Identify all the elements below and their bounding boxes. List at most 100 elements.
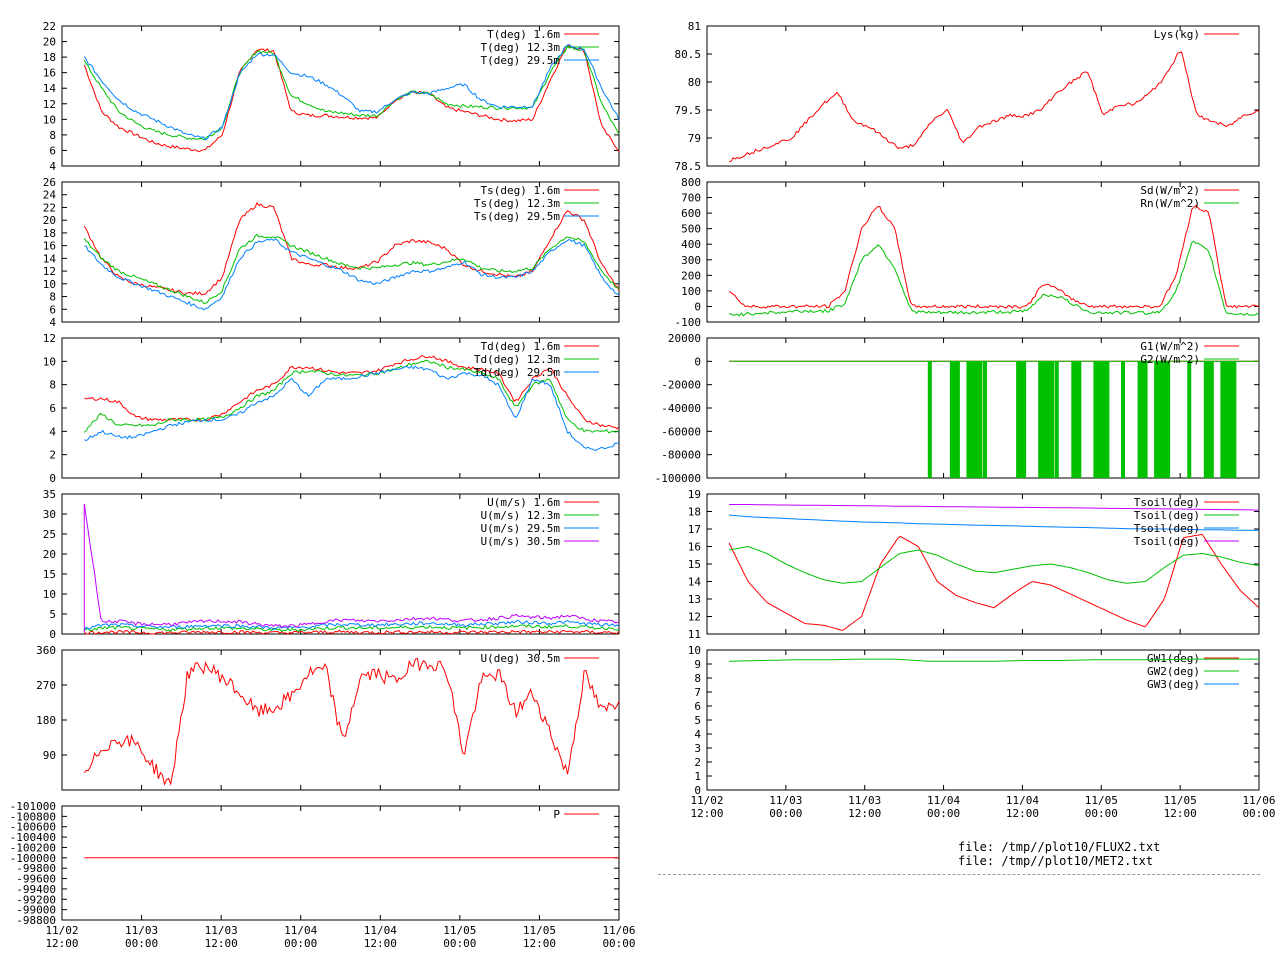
x-tick-time-pressure-3: 00:00 [284,937,317,950]
y-tick-label-air-temperature-0: 4 [49,160,56,173]
series-line-soil-temperature-1 [729,546,1260,584]
x-tick-time-pressure-2: 12:00 [205,937,238,950]
plot-frame-sonic-temperature [61,181,620,323]
series-line-radiation-0 [728,204,1259,309]
x-tick-time-groundwater-4: 12:00 [1006,807,1039,820]
y-tick-label-radiation-5: 400 [681,238,701,251]
series-line-radiation-1 [728,240,1260,317]
y-tick-label-radiation-2: 100 [681,285,701,298]
y-tick-label-pressure-11: -98800 [16,914,56,927]
y-tick-label-soil-temperature-6: 17 [688,523,701,536]
spike-band-ground-heat-flux-13 [1203,361,1214,478]
legend-label-soil-temperature-1: Tsoil(deg) [1134,509,1200,522]
series-line-air-temperature-2 [83,44,620,141]
y-tick-label-ground-heat-flux-3: -40000 [661,402,701,415]
legend-label-ground-heat-flux-1: G2(W/m^2) [1140,353,1200,366]
y-tick-label-wind-speed-5: 25 [43,528,56,541]
y-tick-label-ground-heat-flux-5: 0 [694,355,701,368]
y-tick-label-wind-speed-4: 20 [43,548,56,561]
y-tick-label-dew-point-5: 10 [43,355,56,368]
legend-label-pressure-0: P [553,808,560,821]
x-tick-time-pressure-7: 00:00 [602,937,635,950]
y-tick-label-air-temperature-2: 8 [49,129,56,142]
y-tick-label-radiation-1: 0 [694,300,701,313]
x-tick-date-pressure-5: 11/05 [443,924,476,937]
x-tick-date-groundwater-6: 11/05 [1164,794,1197,807]
series-line-sonic-temperature-2 [84,237,620,311]
y-tick-label-soil-temperature-5: 16 [688,541,701,554]
y-tick-label-radiation-7: 600 [681,207,701,220]
x-tick-date-groundwater-4: 11/04 [1006,794,1039,807]
y-tick-label-sonic-temperature-9: 22 [43,201,56,214]
spike-band-ground-heat-flux-10 [1137,361,1148,478]
y-tick-label-radiation-3: 200 [681,269,701,282]
y-tick-label-lysimeter-5: 81 [688,20,701,33]
x-tick-date-pressure-0: 11/02 [45,924,78,937]
y-tick-label-air-temperature-8: 20 [43,36,56,49]
y-tick-label-soil-temperature-8: 19 [688,488,701,501]
y-tick-label-sonic-temperature-10: 24 [43,189,57,202]
y-tick-label-lysimeter-4: 80.5 [675,48,702,61]
y-tick-label-lysimeter-2: 79.5 [675,104,702,117]
series-line-wind-direction-0 [83,658,620,786]
y-tick-label-dew-point-1: 2 [49,449,56,462]
series-line-wind-speed-1 [84,623,620,632]
x-tick-time-groundwater-1: 00:00 [769,807,802,820]
x-tick-date-groundwater-7: 11/06 [1242,794,1275,807]
y-tick-label-wind-speed-3: 15 [43,568,56,581]
plot-frame-wind-direction [61,649,620,791]
spike-band-ground-heat-flux-9 [1121,361,1125,478]
legend-label-soil-temperature-2: Tsoil(deg) [1134,522,1200,535]
y-tick-label-sonic-temperature-5: 14 [43,252,57,265]
separator-line [658,874,1260,875]
x-tick-date-groundwater-0: 11/02 [690,794,723,807]
legend-label-radiation-0: Sd(W/m^2) [1140,184,1200,197]
y-tick-label-pressure-2: -100600 [10,821,56,834]
plot-frame-wind-speed [61,493,620,635]
series-line-soil-temperature-0 [728,533,1260,631]
plot-frame-radiation [706,181,1260,323]
y-tick-label-wind-speed-7: 35 [43,488,56,501]
y-tick-label-sonic-temperature-6: 16 [43,240,56,253]
x-tick-date-pressure-1: 11/03 [125,924,158,937]
spike-band-ground-heat-flux-4 [1016,361,1027,478]
y-tick-label-wind-speed-2: 10 [43,588,56,601]
y-tick-label-pressure-1: -100800 [10,810,56,823]
y-tick-label-pressure-8: -99400 [16,883,56,896]
y-tick-label-ground-heat-flux-0: -100000 [655,472,701,485]
legend-label-ground-heat-flux-0: G1(W/m^2) [1140,340,1200,353]
legend-label-dew-point-1: Td(deg) 12.3m [474,353,560,366]
y-tick-label-air-temperature-6: 16 [43,67,56,80]
y-tick-label-lysimeter-1: 79 [688,132,701,145]
y-tick-label-ground-heat-flux-2: -60000 [661,425,701,438]
y-tick-label-pressure-5: -100000 [10,852,56,865]
y-tick-label-wind-speed-0: 0 [49,628,56,641]
spike-band-ground-heat-flux-5 [1038,361,1055,478]
y-tick-label-air-temperature-7: 18 [43,51,56,64]
y-tick-label-pressure-7: -99600 [16,873,56,886]
y-tick-label-sonic-temperature-11: 26 [43,176,56,189]
legend-label-groundwater-1: GW2(deg) [1147,665,1200,678]
series-line-wind-speed-2 [83,619,620,630]
legend-label-soil-temperature-0: Tsoil(deg) [1134,496,1200,509]
y-tick-label-air-temperature-3: 10 [43,113,56,126]
plot-frame-pressure [61,805,620,921]
x-tick-time-groundwater-3: 00:00 [927,807,960,820]
file-path-met: file: /tmp//plot10/MET2.txt [958,854,1154,868]
legend-label-groundwater-0: GW1(deg) [1147,652,1200,665]
y-tick-label-air-temperature-4: 12 [43,98,56,111]
x-tick-date-pressure-7: 11/06 [602,924,635,937]
y-tick-label-soil-temperature-3: 14 [688,576,702,589]
x-tick-time-pressure-0: 12:00 [45,937,78,950]
y-tick-label-dew-point-4: 8 [49,379,56,392]
y-tick-label-air-temperature-5: 14 [43,82,57,95]
file-path-flux: file: /tmp//plot10/FLUX2.txt [958,840,1161,854]
spike-band-ground-heat-flux-12 [1187,361,1192,478]
series-line-lysimeter-0 [728,51,1260,163]
y-tick-label-sonic-temperature-7: 18 [43,227,56,240]
series-line-wind-speed-0 [83,629,620,635]
y-tick-label-ground-heat-flux-4: -20000 [661,379,701,392]
y-tick-label-soil-temperature-4: 15 [688,558,701,571]
legend-label-dew-point-0: Td(deg) 1.6m [481,340,561,353]
legend-label-wind-direction-0: U(deg) 30.5m [481,652,561,665]
